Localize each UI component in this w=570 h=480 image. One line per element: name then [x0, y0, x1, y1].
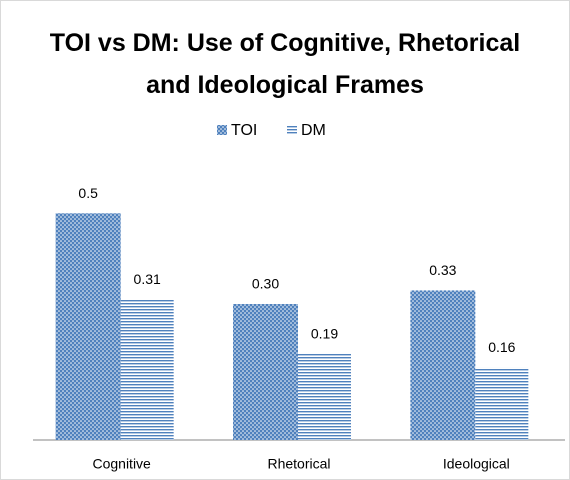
bar	[55, 213, 121, 440]
data-label: 0.16	[488, 339, 515, 355]
chart-title: TOI vs DM: Use of Cognitive, Rhetorical …	[49, 29, 521, 99]
legend-label: TOI	[231, 122, 257, 139]
data-label: 0.31	[134, 271, 161, 287]
data-label: 0.30	[252, 276, 279, 292]
bar	[120, 299, 174, 440]
bar	[410, 290, 476, 440]
x-tick-label: Rhetorical	[267, 456, 330, 472]
bar	[475, 367, 529, 440]
data-label: 0.33	[429, 262, 456, 278]
x-tick-label: Ideological	[443, 456, 510, 472]
legend-swatch	[287, 125, 297, 135]
x-tick-label: Cognitive	[92, 456, 151, 472]
legend-label: DM	[301, 122, 326, 139]
legend-swatch	[217, 125, 227, 135]
data-label: 0.5	[78, 185, 98, 201]
data-label: 0.19	[311, 326, 338, 342]
bar	[233, 304, 298, 440]
bar	[298, 353, 351, 440]
